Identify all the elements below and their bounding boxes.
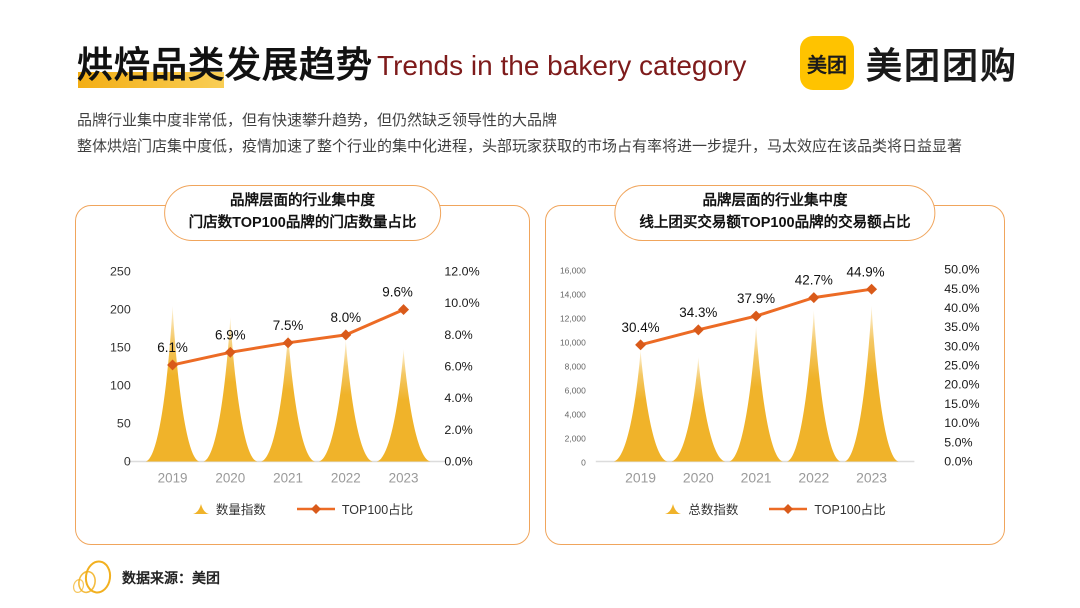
svg-text:0.0%: 0.0% (944, 454, 972, 468)
page-title-zh: 烘焙品类发展趋势 (77, 36, 373, 88)
svg-text:6.0%: 6.0% (444, 360, 472, 374)
spike-legend-icon (192, 503, 210, 515)
svg-text:45.0%: 45.0% (944, 282, 979, 296)
svg-text:250: 250 (110, 265, 131, 279)
svg-text:12,000: 12,000 (560, 314, 586, 324)
intro-text: 品牌行业集中度非常低，但有快速攀升趋势，但仍然缺乏领导性的大品牌 整体烘焙门店集… (77, 108, 962, 160)
svg-text:2023: 2023 (856, 469, 887, 485)
legend-label: TOP100占比 (341, 503, 414, 517)
svg-text:25.0%: 25.0% (944, 359, 979, 373)
page-title: 烘焙品类发展趋势 Trends in the bakery category (77, 36, 746, 88)
left-chart-title-line2: 门店数TOP100品牌的门店数量占比 (188, 214, 417, 231)
svg-text:30.0%: 30.0% (944, 339, 979, 353)
svg-text:6.9%: 6.9% (215, 327, 246, 342)
svg-text:35.0%: 35.0% (944, 320, 979, 334)
svg-text:12.0%: 12.0% (444, 265, 479, 279)
svg-text:6.1%: 6.1% (157, 340, 188, 355)
svg-text:10.0%: 10.0% (944, 416, 979, 430)
svg-text:2019: 2019 (625, 469, 656, 485)
left-chart-canvas: 250 200 150 100 50 0 12.0% 10.0% 8.0% 6.0% 4.0% 2.0… (110, 265, 480, 486)
legend-item: TOP100占比 (296, 499, 413, 518)
svg-text:8.0%: 8.0% (331, 310, 362, 325)
svg-text:150: 150 (110, 341, 131, 355)
svg-text:5.0%: 5.0% (944, 435, 972, 449)
intro-line-1: 品牌行业集中度非常低，但有快速攀升趋势，但仍然缺乏领导性的大品牌 (77, 112, 558, 129)
meituan-logo-icon: 美团 (799, 36, 854, 90)
left-chart-legend: 数量指数 TOP100占比 (76, 499, 529, 518)
svg-text:2020: 2020 (683, 469, 714, 485)
right-chart-legend: 总数指数 TOP100占比 (546, 499, 1004, 518)
svg-text:0.0%: 0.0% (444, 454, 472, 468)
svg-text:100: 100 (110, 379, 131, 393)
intro-line-2: 整体烘焙门店集中度低，疫情加速了整个行业的集中化进程，头部玩家获取的市场占有率将… (77, 138, 963, 155)
svg-text:2.0%: 2.0% (444, 423, 472, 437)
svg-text:20.0%: 20.0% (944, 378, 979, 392)
line-legend-icon (768, 503, 808, 515)
shell-swirl-icon (72, 560, 112, 594)
svg-text:0: 0 (124, 454, 131, 468)
svg-text:8.0%: 8.0% (444, 328, 472, 342)
left-chart-panel: 品牌层面的行业集中度 门店数TOP100品牌的门店数量占比 250 200 150 1… (75, 185, 530, 545)
legend-item: TOP100占比 (768, 499, 886, 518)
svg-text:4,000: 4,000 (565, 410, 586, 420)
svg-text:2019: 2019 (158, 470, 188, 485)
legend-item: 数量指数 (192, 499, 266, 518)
page-title-zh-text: 烘焙品类发展趋势 (77, 44, 374, 85)
svg-text:2,000: 2,000 (565, 433, 586, 443)
svg-text:2021: 2021 (273, 470, 303, 485)
svg-text:37.9%: 37.9% (737, 291, 775, 306)
svg-text:2020: 2020 (215, 470, 245, 485)
svg-text:2022: 2022 (331, 470, 361, 485)
svg-text:6,000: 6,000 (565, 386, 586, 396)
svg-text:44.9%: 44.9% (847, 264, 885, 279)
svg-text:16,000: 16,000 (560, 266, 586, 276)
left-chart-title: 品牌层面的行业集中度 门店数TOP100品牌的门店数量占比 (163, 185, 442, 241)
svg-text:10,000: 10,000 (560, 338, 586, 348)
footer: 数据来源：美团 (68, 558, 220, 598)
svg-text:10.0%: 10.0% (444, 296, 479, 310)
legend-label: 数量指数 (215, 503, 266, 517)
line-legend-icon (296, 503, 336, 515)
svg-text:30.4%: 30.4% (622, 320, 660, 335)
svg-text:2022: 2022 (798, 469, 829, 485)
svg-text:7.5%: 7.5% (273, 318, 304, 333)
right-chart-title-line2: 线上团买交易额TOP100品牌的交易额占比 (639, 214, 911, 231)
svg-text:15.0%: 15.0% (944, 397, 979, 411)
svg-text:50: 50 (117, 416, 131, 430)
svg-text:2021: 2021 (741, 469, 772, 485)
legend-label: TOP100占比 (814, 503, 886, 517)
svg-text:9.6%: 9.6% (382, 285, 413, 300)
page-title-en: Trends in the bakery category (377, 50, 747, 81)
legend-label: 总数指数 (688, 503, 739, 517)
svg-text:8,000: 8,000 (565, 362, 586, 372)
meituan-logo-text: 美团团购 (865, 45, 1018, 86)
svg-text:4.0%: 4.0% (444, 391, 472, 405)
spike-legend-icon (664, 503, 682, 515)
svg-text:200: 200 (110, 303, 131, 317)
svg-text:42.7%: 42.7% (795, 273, 833, 288)
meituan-logo: 美团 美团团购 (799, 36, 1018, 90)
svg-text:34.3%: 34.3% (679, 305, 717, 320)
right-chart-title-line1: 品牌层面的行业集中度 (702, 193, 848, 209)
right-chart-title: 品牌层面的行业集中度 线上团买交易额TOP100品牌的交易额占比 (614, 185, 936, 241)
right-chart-canvas: 16,000 14,000 12,000 10,000 8,000 6,000 4,000 2… (560, 263, 980, 486)
svg-text:40.0%: 40.0% (944, 301, 979, 315)
svg-text:14,000: 14,000 (560, 290, 586, 300)
left-chart-title-line1: 品牌层面的行业集中度 (230, 193, 375, 209)
data-source-label: 数据来源：美团 (122, 570, 220, 586)
svg-text:2023: 2023 (389, 470, 419, 485)
legend-item: 总数指数 (664, 499, 738, 518)
svg-text:0: 0 (581, 457, 586, 467)
svg-text:50.0%: 50.0% (944, 263, 979, 277)
right-chart-panel: 品牌层面的行业集中度 线上团买交易额TOP100品牌的交易额占比 16,000 1… (545, 185, 1005, 545)
